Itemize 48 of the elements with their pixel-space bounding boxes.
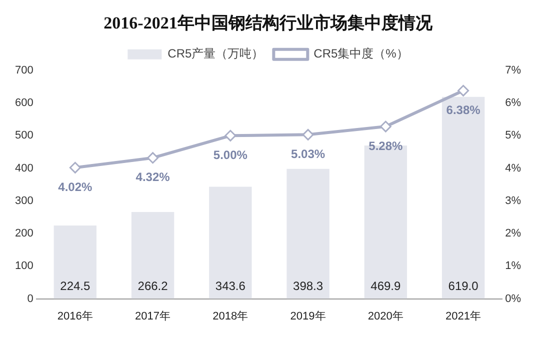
y2-tick-label: 0% — [505, 292, 522, 305]
y2-tick-label: 4% — [505, 162, 522, 174]
x-tick-label: 2017年 — [135, 310, 171, 322]
legend-label: CR5产量（万吨） — [168, 46, 264, 61]
data-label: 266.2 — [138, 279, 168, 294]
data-label: 6.38% — [446, 102, 481, 117]
y-tick-label: 600 — [14, 97, 34, 110]
y2-tick-label: 5% — [505, 130, 522, 142]
point — [224, 130, 236, 142]
bar — [286, 168, 330, 299]
y-tick-label: 300 — [14, 194, 34, 207]
data-label: 5.00% — [213, 148, 248, 162]
bar — [442, 96, 485, 299]
data-label: 5.03% — [291, 146, 326, 161]
y2-tick-label: 6% — [505, 97, 522, 110]
point — [458, 84, 470, 96]
bar — [209, 186, 252, 299]
bar — [54, 226, 97, 299]
data-label: 343.6 — [215, 279, 246, 294]
data-label: 4.02% — [58, 180, 93, 194]
x-tick-label: 2018年 — [212, 310, 248, 322]
x-tick-label: 2016年 — [57, 310, 93, 322]
y2-tick-label: 3% — [505, 194, 522, 207]
chart-title: 2016-2021年中国钢结构行业市场集中度情况 — [104, 14, 434, 33]
y-tick-label: 500 — [14, 130, 34, 142]
bar — [131, 212, 174, 299]
y2-tick-label: 7% — [505, 64, 522, 76]
y2-tick-label: 1% — [505, 260, 522, 272]
x-tick-label: 2019年 — [290, 310, 326, 322]
data-label: 4.32% — [136, 170, 170, 184]
y2-tick-label: 2% — [505, 228, 522, 240]
point — [380, 120, 392, 132]
point — [302, 128, 314, 140]
data-label: 224.5 — [60, 279, 91, 294]
point — [147, 152, 159, 164]
y-tick-label: 200 — [14, 228, 34, 240]
y-tick-label: 400 — [14, 162, 34, 174]
y-tick-label: 0 — [27, 292, 34, 305]
y-tick-label: 700 — [14, 64, 34, 76]
y-tick-label: 100 — [14, 260, 34, 272]
data-label: 469.9 — [370, 279, 402, 294]
data-label: 5.28% — [368, 138, 404, 153]
legend-label: CR5集中度（%） — [314, 46, 408, 61]
point — [69, 162, 81, 174]
x-tick-label: 2021年 — [446, 310, 482, 322]
data-label: 619.0 — [448, 279, 479, 294]
data-label: 398.3 — [293, 279, 324, 294]
x-tick-label: 2020年 — [368, 310, 404, 322]
